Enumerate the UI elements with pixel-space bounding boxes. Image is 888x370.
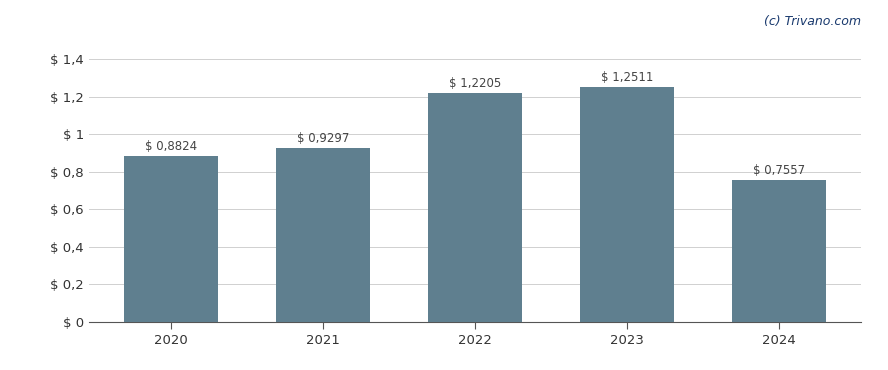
Bar (580, 87, 674, 322)
Text: $ 1,2205: $ 1,2205 (449, 77, 501, 90)
Bar (276, 148, 370, 322)
Text: $ 0,7557: $ 0,7557 (753, 164, 805, 177)
Text: $ 0,9297: $ 0,9297 (297, 132, 349, 145)
Text: $ 0,8824: $ 0,8824 (145, 141, 197, 154)
Bar (428, 93, 522, 322)
Bar (732, 180, 826, 322)
Text: (c) Trivano.com: (c) Trivano.com (765, 15, 861, 28)
Text: $ 1,2511: $ 1,2511 (601, 71, 654, 84)
Bar (124, 157, 218, 322)
